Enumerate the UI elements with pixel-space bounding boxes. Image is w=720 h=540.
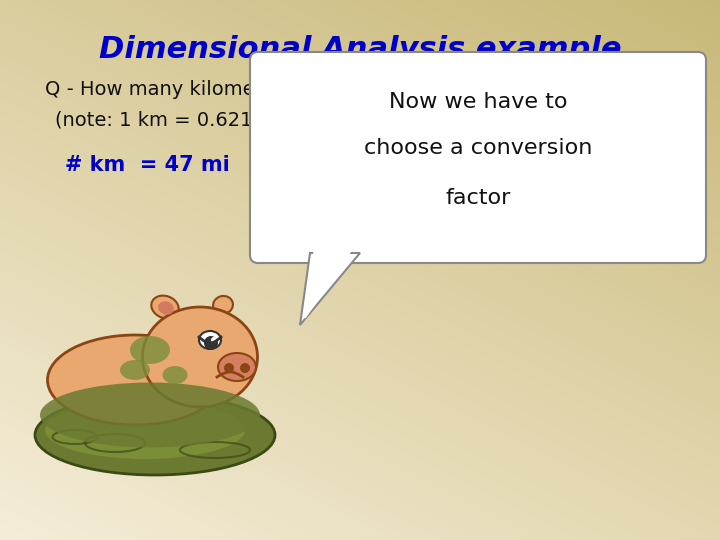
Ellipse shape [163,366,187,384]
Polygon shape [305,245,355,318]
Ellipse shape [120,360,150,380]
Ellipse shape [199,331,221,349]
Ellipse shape [40,382,260,448]
Ellipse shape [45,401,245,459]
Ellipse shape [143,307,258,407]
Text: choose a conversion: choose a conversion [364,138,592,158]
Ellipse shape [130,336,170,364]
Text: factor: factor [445,187,510,207]
FancyBboxPatch shape [250,52,706,263]
Text: Dimensional Analysis example: Dimensional Analysis example [99,35,621,64]
Circle shape [240,363,250,373]
Ellipse shape [151,295,179,319]
Circle shape [211,337,217,343]
Ellipse shape [218,353,256,381]
Ellipse shape [48,335,222,425]
Text: Q - How many kilometers are in 47 miles?: Q - How many kilometers are in 47 miles? [45,80,454,99]
Polygon shape [300,253,360,325]
Text: # km  = 47 mi: # km = 47 mi [65,155,230,175]
Ellipse shape [158,301,174,315]
Circle shape [204,336,218,350]
Text: Now we have to: Now we have to [389,92,567,112]
Ellipse shape [35,395,275,475]
Circle shape [224,363,234,373]
Text: (note: 1 km = 0.621 miles): (note: 1 km = 0.621 miles) [55,110,318,129]
Ellipse shape [213,296,233,314]
